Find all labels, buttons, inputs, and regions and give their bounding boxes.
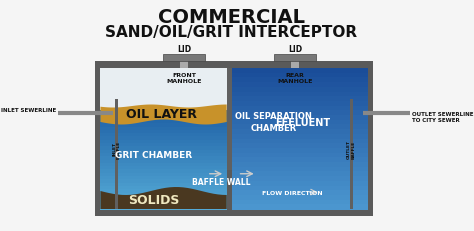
Bar: [100, 173, 227, 177]
Bar: [232, 73, 367, 79]
Bar: [100, 143, 227, 147]
Bar: [232, 139, 367, 144]
Bar: [100, 203, 227, 206]
Bar: [232, 190, 367, 196]
Bar: [232, 111, 367, 116]
Bar: [100, 147, 227, 150]
Bar: [100, 153, 227, 157]
Bar: [232, 186, 367, 191]
Bar: [100, 196, 227, 200]
Bar: [232, 153, 367, 158]
Bar: [232, 172, 367, 177]
Text: OIL LAYER: OIL LAYER: [126, 108, 197, 121]
Bar: [100, 114, 227, 118]
Bar: [100, 176, 227, 180]
Bar: [100, 160, 227, 164]
Bar: [232, 144, 367, 149]
Bar: [100, 140, 227, 144]
Bar: [232, 120, 367, 125]
Bar: [232, 134, 367, 139]
Bar: [100, 199, 227, 203]
Bar: [100, 130, 227, 134]
Bar: [100, 189, 227, 193]
Bar: [232, 87, 367, 93]
Text: INLET
BAFFLE: INLET BAFFLE: [112, 140, 121, 158]
Bar: [232, 167, 367, 172]
Bar: [232, 125, 367, 130]
Bar: [100, 179, 227, 183]
Bar: [100, 163, 227, 167]
Bar: [100, 170, 227, 173]
Bar: [227, 69, 232, 170]
Text: REAR
MANHOLE: REAR MANHOLE: [278, 73, 313, 84]
Text: LID: LID: [177, 45, 191, 54]
Text: OUTLET SEWERLINE
TO CITY SEWER: OUTLET SEWERLINE TO CITY SEWER: [412, 112, 474, 123]
Bar: [100, 124, 227, 128]
Bar: [232, 69, 367, 74]
Bar: [274, 55, 316, 62]
Text: SAND/OIL/GRIT INTERCEPTOR: SAND/OIL/GRIT INTERCEPTOR: [106, 25, 357, 40]
Polygon shape: [100, 105, 227, 125]
Bar: [100, 117, 227, 121]
Bar: [350, 100, 353, 209]
Bar: [100, 127, 227, 131]
Bar: [100, 120, 227, 124]
Bar: [100, 206, 227, 210]
Text: BAFFLE WALL: BAFFLE WALL: [192, 177, 251, 186]
Bar: [232, 83, 367, 88]
Bar: [100, 110, 227, 114]
Text: EFFLUENT: EFFLUENT: [275, 117, 330, 127]
Bar: [232, 200, 367, 205]
Bar: [100, 137, 227, 141]
Bar: [232, 116, 367, 121]
Bar: [232, 195, 367, 200]
Bar: [95, 62, 373, 216]
Text: FLOW DIRECTION: FLOW DIRECTION: [262, 190, 323, 195]
Bar: [100, 193, 227, 196]
Polygon shape: [100, 187, 227, 209]
Text: FRONT
MANHOLE: FRONT MANHOLE: [166, 73, 201, 84]
Bar: [232, 176, 367, 182]
Text: GRIT CHAMBER: GRIT CHAMBER: [115, 150, 192, 159]
Bar: [232, 92, 367, 97]
Bar: [232, 101, 367, 107]
Bar: [100, 69, 227, 110]
Text: OUTLET
BAFFLE: OUTLET BAFFLE: [347, 139, 356, 158]
Text: LID: LID: [288, 45, 302, 54]
Text: OIL SEPARATION
CHAMBER: OIL SEPARATION CHAMBER: [235, 112, 312, 132]
Bar: [232, 130, 367, 135]
Bar: [115, 100, 118, 209]
Bar: [100, 157, 227, 160]
Bar: [100, 166, 227, 170]
Bar: [232, 78, 367, 83]
Bar: [232, 97, 367, 102]
Bar: [100, 150, 227, 154]
Bar: [100, 183, 227, 187]
Bar: [232, 181, 367, 186]
Bar: [180, 62, 188, 69]
Bar: [291, 62, 299, 69]
Bar: [163, 55, 205, 62]
Bar: [232, 106, 367, 111]
Text: SOLIDS: SOLIDS: [128, 193, 179, 206]
Bar: [232, 162, 367, 167]
Bar: [232, 148, 367, 153]
Text: COMMERCIAL: COMMERCIAL: [158, 8, 305, 27]
Bar: [100, 186, 227, 190]
Bar: [100, 134, 227, 137]
Text: INLET SEWERLINE: INLET SEWERLINE: [0, 108, 56, 112]
Bar: [232, 204, 367, 210]
Bar: [232, 158, 367, 163]
